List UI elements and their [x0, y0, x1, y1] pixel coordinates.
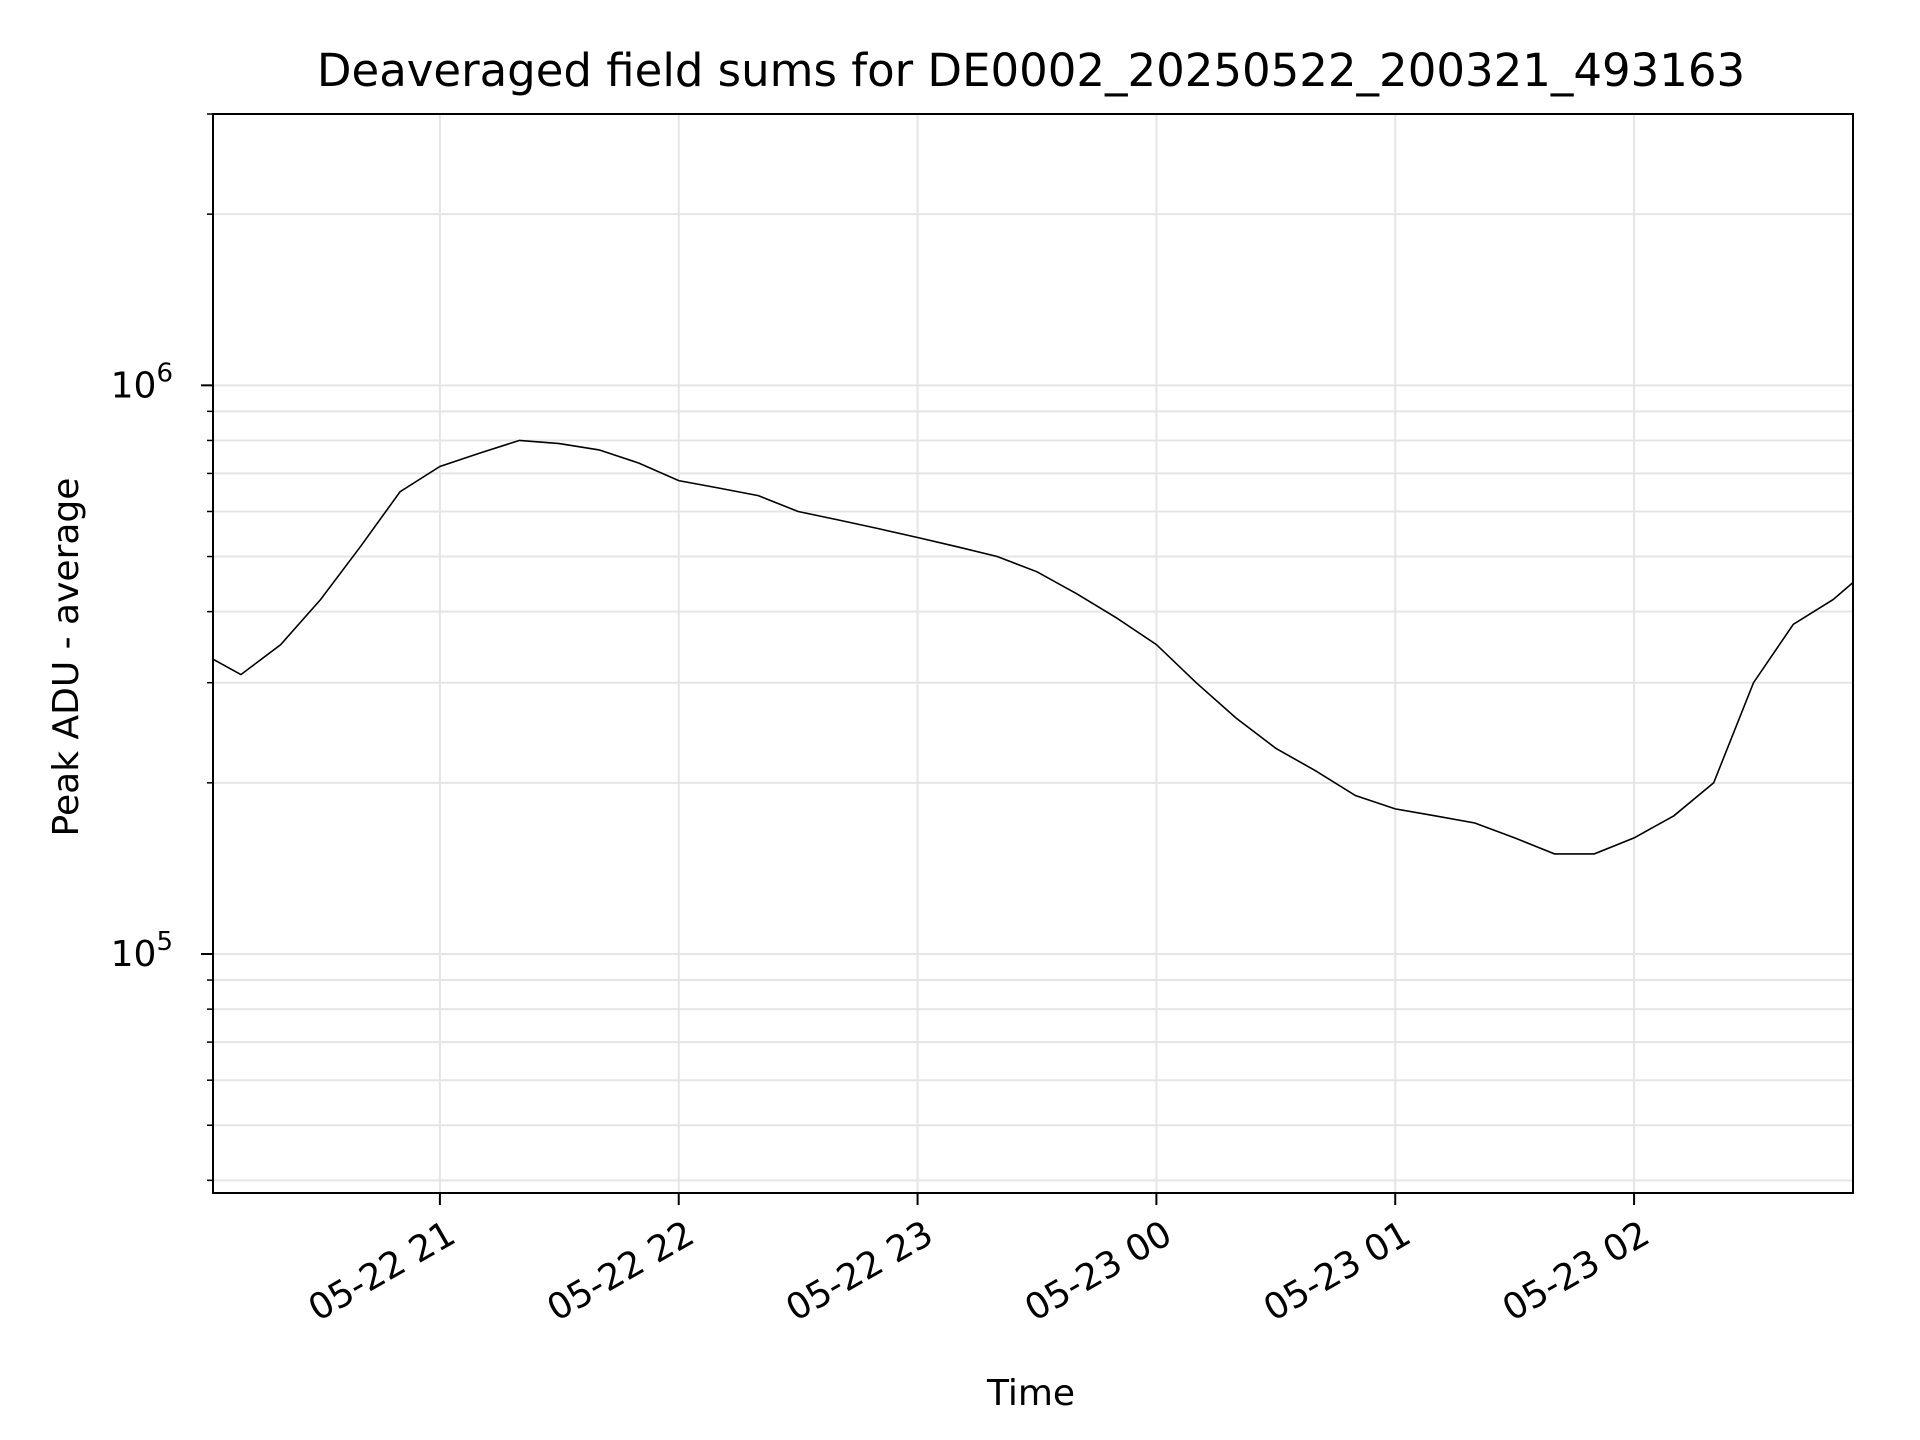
x-tick-label: 05-22 23 — [779, 1213, 940, 1329]
x-tick-label: 05-22 21 — [302, 1213, 463, 1329]
x-tick-label: 05-22 22 — [541, 1213, 702, 1329]
chart-title: Deaveraged field sums for DE0002_2025052… — [317, 44, 1745, 97]
y-tick-base: 10 — [111, 365, 157, 406]
y-axis-label: Peak ADU - average — [46, 478, 87, 837]
x-tick-label: 05-23 02 — [1496, 1213, 1657, 1329]
y-tick-base: 10 — [111, 934, 157, 975]
x-ticks: 05-22 21 05-22 22 05-22 23 05-23 00 05-23 01… — [302, 1193, 1657, 1330]
plot-frame — [212, 113, 1854, 1194]
y-tick-label: 106 — [111, 358, 173, 406]
y-tick-exponent: 6 — [156, 358, 173, 388]
series-line — [212, 439, 1854, 855]
x-tick-label: 05-23 00 — [1018, 1213, 1179, 1329]
series-group — [212, 439, 1854, 855]
grid — [213, 113, 1853, 1193]
y-tick-label: 105 — [111, 927, 173, 975]
x-tick-label: 05-23 01 — [1257, 1213, 1418, 1329]
y-tick-exponent: 5 — [156, 927, 173, 957]
axes — [212, 113, 1854, 1194]
x-axis-label: Time — [986, 1373, 1075, 1414]
